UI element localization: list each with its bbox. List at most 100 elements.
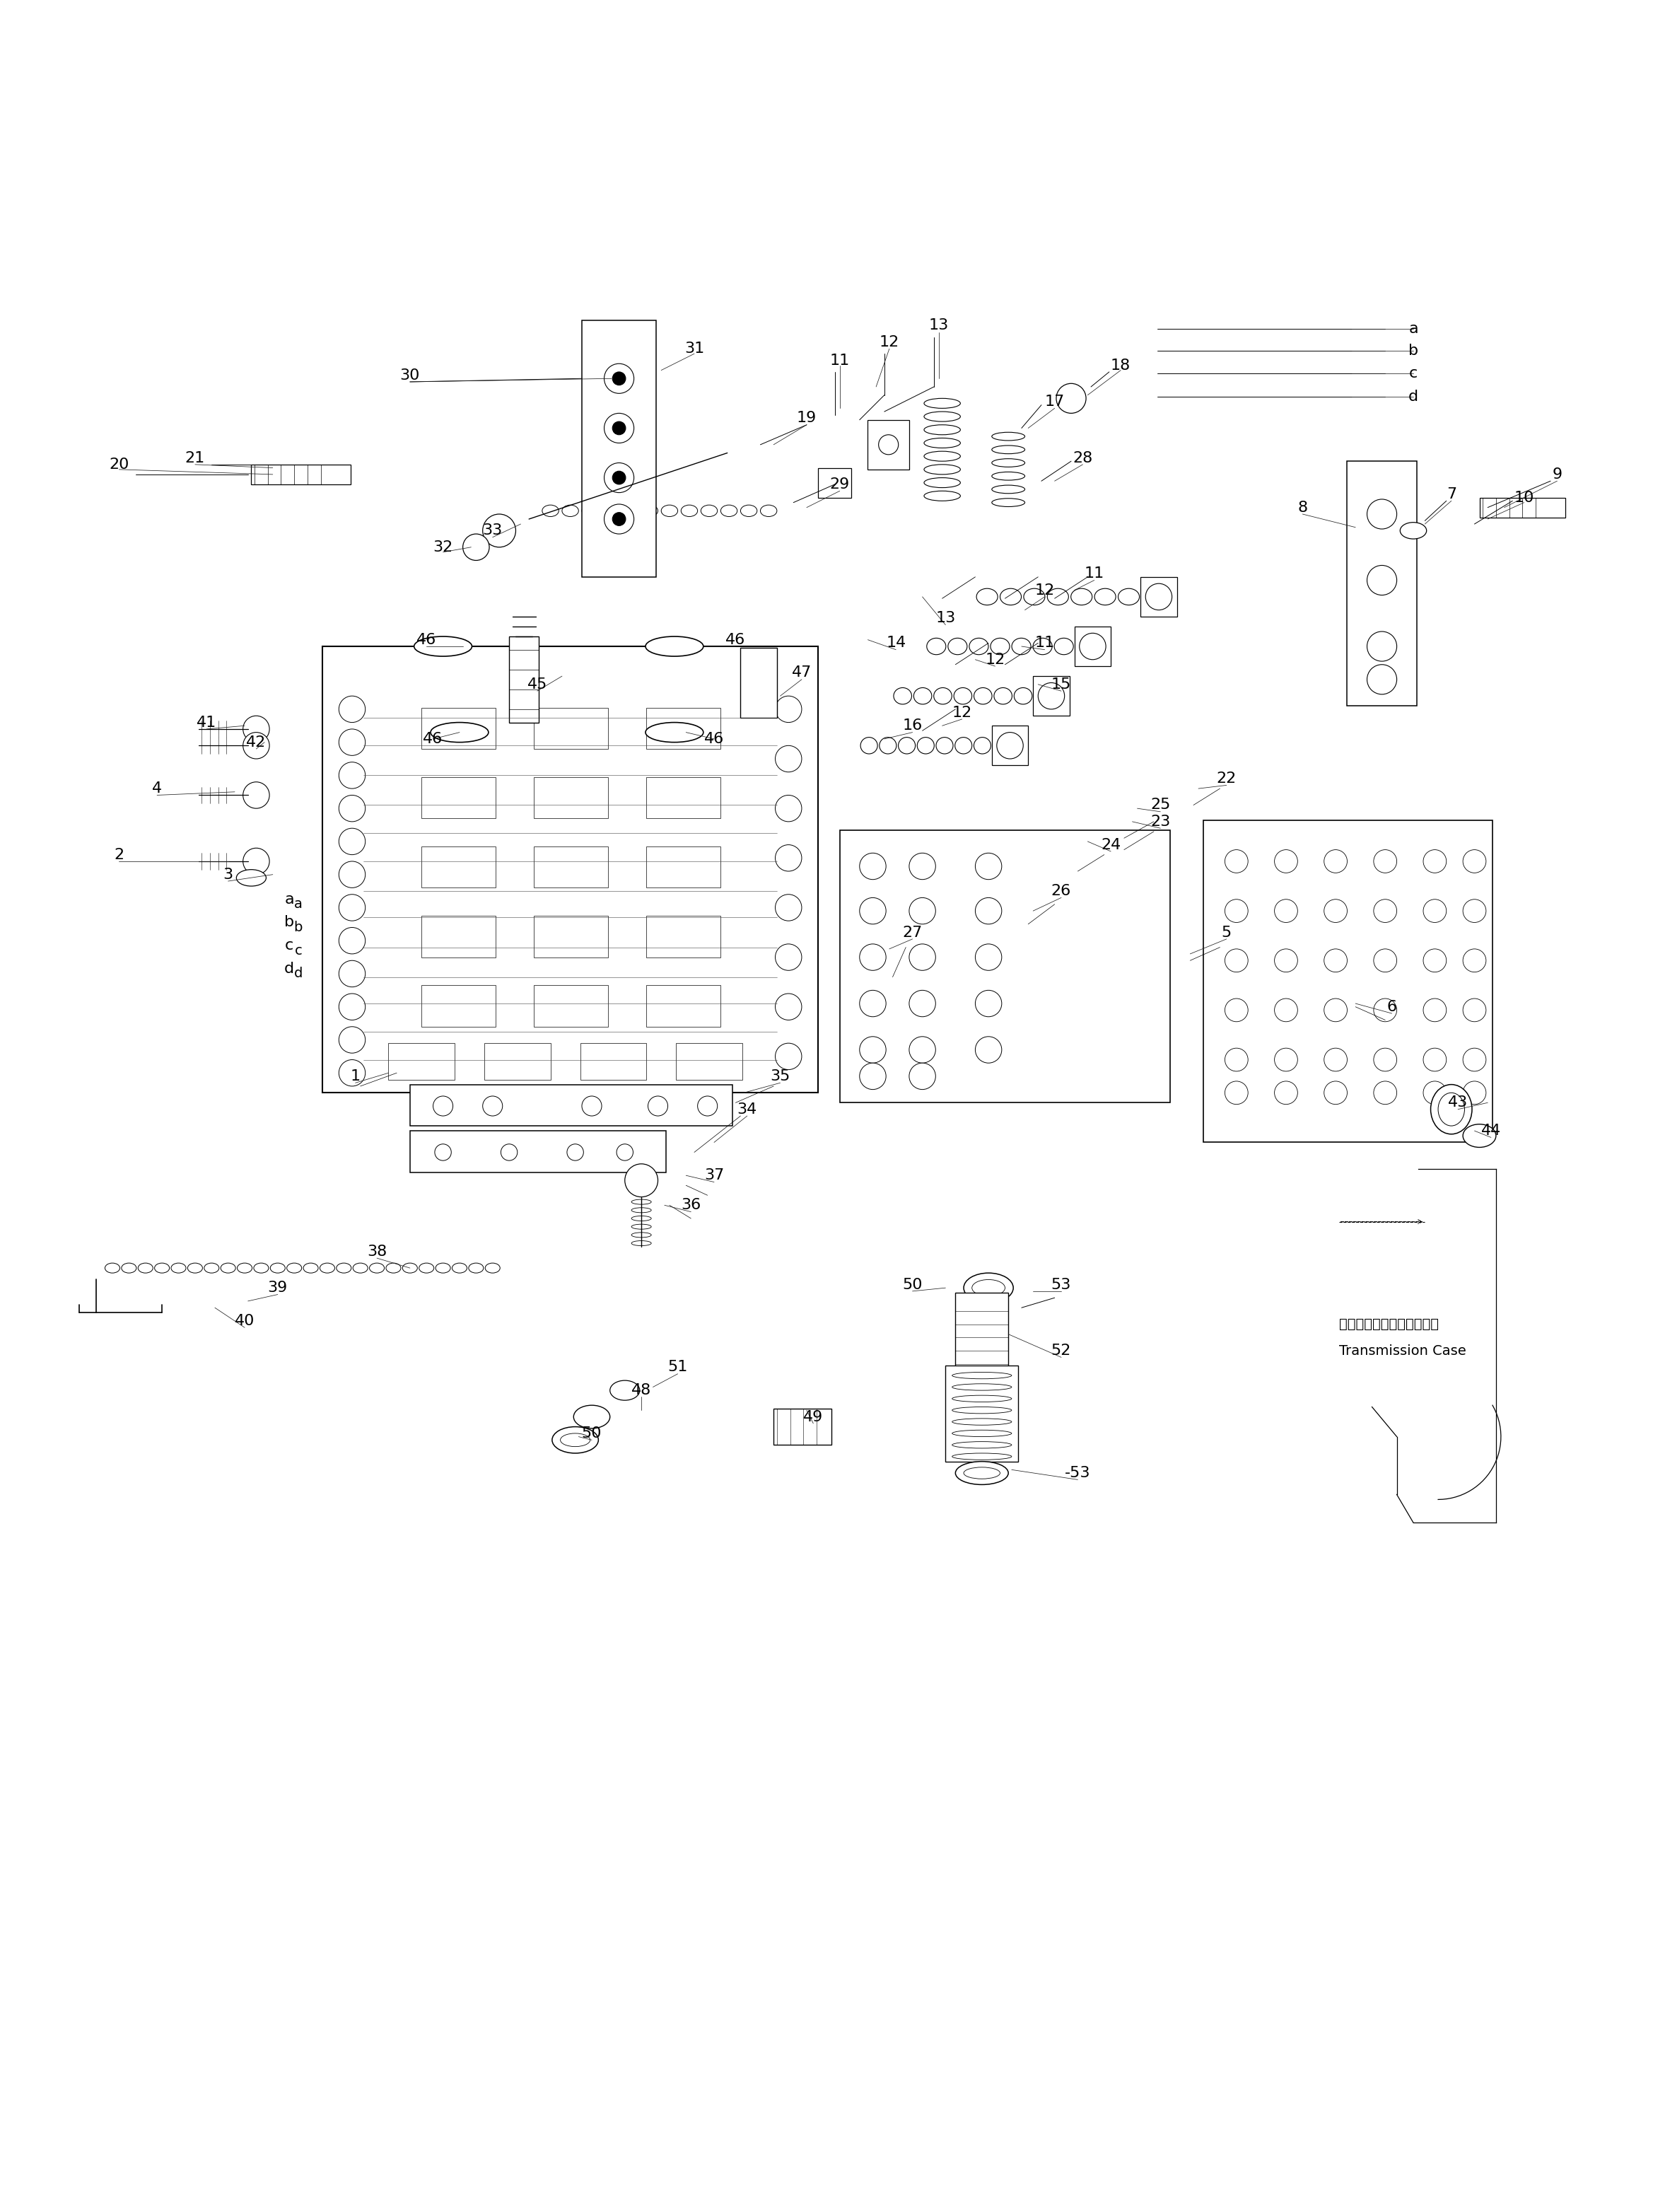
Ellipse shape: [574, 1405, 610, 1429]
Circle shape: [1274, 849, 1298, 874]
Circle shape: [339, 730, 365, 757]
Bar: [422, 708, 496, 750]
Ellipse shape: [1033, 637, 1053, 655]
Ellipse shape: [321, 1263, 334, 1272]
Ellipse shape: [1071, 588, 1093, 606]
Circle shape: [1463, 998, 1486, 1022]
Circle shape: [775, 794, 802, 821]
Ellipse shape: [1055, 637, 1073, 655]
Bar: [534, 847, 608, 887]
Ellipse shape: [1000, 588, 1022, 606]
Text: 16: 16: [903, 719, 922, 732]
Circle shape: [860, 945, 886, 971]
Ellipse shape: [917, 737, 934, 754]
Circle shape: [1374, 1082, 1397, 1104]
Ellipse shape: [631, 1232, 651, 1237]
Bar: [422, 916, 496, 958]
Ellipse shape: [187, 1263, 203, 1272]
Text: 14: 14: [886, 637, 906, 650]
Circle shape: [1463, 949, 1486, 971]
Bar: [868, 420, 909, 469]
Text: b: b: [294, 920, 302, 933]
Text: 3: 3: [223, 867, 233, 883]
Ellipse shape: [992, 484, 1025, 493]
Circle shape: [612, 513, 625, 526]
Bar: [1479, 498, 1565, 518]
Circle shape: [339, 860, 365, 887]
Circle shape: [603, 504, 635, 533]
Ellipse shape: [255, 1263, 268, 1272]
Circle shape: [603, 363, 635, 394]
Ellipse shape: [760, 504, 777, 518]
Ellipse shape: [420, 1263, 433, 1272]
Circle shape: [612, 422, 625, 436]
Bar: [322, 646, 818, 1093]
Circle shape: [997, 732, 1023, 759]
Text: 24: 24: [1101, 838, 1121, 852]
Ellipse shape: [1023, 588, 1045, 606]
Text: 21: 21: [185, 451, 205, 465]
Circle shape: [975, 945, 1002, 971]
Text: 15: 15: [1051, 677, 1071, 692]
Circle shape: [975, 991, 1002, 1018]
Bar: [534, 776, 608, 818]
Bar: [484, 1044, 550, 1079]
Text: 22: 22: [1217, 772, 1236, 785]
Ellipse shape: [403, 1263, 417, 1272]
Ellipse shape: [645, 637, 703, 657]
Circle shape: [339, 960, 365, 987]
Text: 5: 5: [1222, 925, 1231, 940]
Text: 13: 13: [936, 611, 955, 626]
Circle shape: [1463, 900, 1486, 922]
Ellipse shape: [661, 504, 678, 518]
Text: d: d: [294, 967, 302, 980]
Circle shape: [909, 945, 936, 971]
Ellipse shape: [914, 688, 932, 703]
Bar: [509, 637, 539, 723]
Text: 6: 6: [1387, 1000, 1397, 1013]
Circle shape: [775, 697, 802, 723]
Circle shape: [483, 1097, 503, 1115]
Ellipse shape: [898, 737, 916, 754]
Circle shape: [339, 697, 365, 723]
Bar: [1347, 460, 1417, 706]
Circle shape: [625, 1164, 658, 1197]
Circle shape: [1423, 849, 1446, 874]
Ellipse shape: [992, 471, 1025, 480]
Text: 11: 11: [1035, 637, 1055, 650]
Circle shape: [617, 1144, 633, 1161]
Ellipse shape: [924, 491, 960, 500]
Ellipse shape: [954, 688, 972, 703]
Ellipse shape: [238, 1263, 253, 1272]
Circle shape: [1038, 684, 1065, 710]
Ellipse shape: [964, 1467, 1000, 1480]
Ellipse shape: [952, 1453, 1012, 1460]
Text: a: a: [1408, 323, 1418, 336]
Circle shape: [463, 533, 489, 560]
Bar: [646, 708, 721, 750]
Bar: [955, 1292, 1008, 1367]
Ellipse shape: [1431, 1084, 1471, 1135]
Text: d: d: [284, 962, 294, 975]
Ellipse shape: [924, 411, 960, 422]
Ellipse shape: [972, 1279, 1005, 1296]
Circle shape: [1324, 998, 1347, 1022]
Ellipse shape: [122, 1263, 136, 1272]
Circle shape: [339, 1060, 365, 1086]
Circle shape: [975, 1037, 1002, 1064]
Circle shape: [1367, 664, 1397, 695]
Circle shape: [1324, 849, 1347, 874]
Bar: [840, 830, 1170, 1104]
Text: 33: 33: [483, 524, 503, 538]
Ellipse shape: [992, 458, 1025, 467]
Ellipse shape: [582, 504, 598, 518]
Text: 11: 11: [1084, 566, 1104, 582]
Ellipse shape: [631, 1241, 651, 1245]
Ellipse shape: [631, 1199, 651, 1203]
Ellipse shape: [106, 1263, 119, 1272]
Text: 31: 31: [684, 341, 704, 356]
Ellipse shape: [952, 1418, 1012, 1425]
Circle shape: [1423, 1082, 1446, 1104]
Ellipse shape: [354, 1263, 367, 1272]
Circle shape: [1374, 849, 1397, 874]
